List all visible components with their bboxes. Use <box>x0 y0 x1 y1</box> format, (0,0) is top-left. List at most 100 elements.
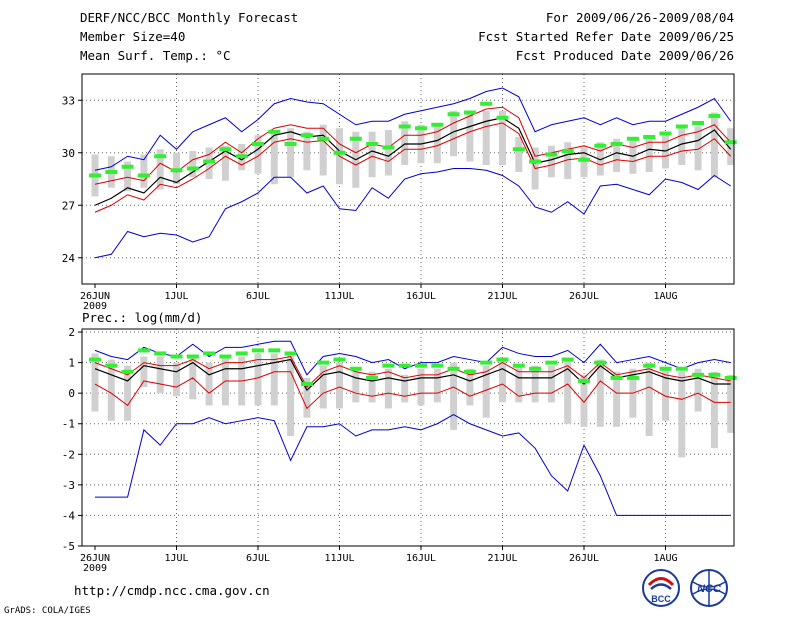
ensemble-box <box>156 356 164 394</box>
ensemble-box <box>547 365 555 403</box>
x-tick-label: 1AUG <box>653 291 677 302</box>
ensemble-box <box>173 362 180 397</box>
x-tick-label: 26JUL <box>569 553 599 564</box>
observed-marker <box>561 357 574 362</box>
x-tick-label: 1AUG <box>653 553 677 564</box>
observed-marker <box>89 173 101 178</box>
refer-date: Fcst Started Refer Date 2009/06/25 <box>478 29 734 44</box>
observed-marker <box>284 351 297 356</box>
ensemble-box <box>547 145 555 178</box>
ensemble-box <box>466 368 474 406</box>
y-tick-label: -3 <box>62 479 75 492</box>
y-tick-label: 27 <box>62 199 75 212</box>
ensemble-box <box>124 161 132 192</box>
observed-marker <box>529 366 542 371</box>
observed-marker <box>366 142 379 146</box>
ensemble-box <box>662 368 669 421</box>
observed-marker <box>333 357 346 362</box>
x-tick-label: 21JUL <box>487 291 517 302</box>
observed-marker <box>512 147 525 152</box>
ensemble-box <box>710 371 718 449</box>
ensemble-box <box>645 135 653 172</box>
series-line-max <box>94 340 731 376</box>
ensemble-box <box>303 131 311 171</box>
series-line-max <box>94 87 732 171</box>
ensemble-box <box>531 365 539 403</box>
precip-panel-title: Prec.: log(mm/d) <box>82 310 202 325</box>
ensemble-box <box>319 124 327 176</box>
y-tick-label: -4 <box>62 509 76 522</box>
y-tick-label: -1 <box>62 418 75 431</box>
ensemble-box <box>694 126 702 171</box>
observed-marker <box>398 363 411 368</box>
chart-title: DERF/NCC/BCC Monthly Forecast <box>80 10 299 25</box>
series-line-mean <box>94 117 732 206</box>
panel-precipitation: -5 -4 -3 -2 -1 0 1 2 26JUN 1JUL 6JUL 11JUL 16JUL 21JU… <box>62 310 737 574</box>
ensemble-box <box>254 135 262 174</box>
ensemble-box <box>466 110 474 162</box>
ensemble-box <box>287 353 295 436</box>
observed-marker <box>692 121 705 125</box>
variable-label: Mean Surf. Temp.: °C <box>80 48 231 63</box>
observed-marker <box>121 164 134 169</box>
observed-marker <box>561 149 574 153</box>
observed-marker <box>480 360 493 365</box>
x-tick-label: 6JUL <box>246 553 270 564</box>
member-size-label: Member Size=40 <box>80 29 186 44</box>
ensemble-box <box>189 151 197 178</box>
ensemble-box <box>319 365 327 409</box>
ensemble-box <box>450 362 458 430</box>
source-url[interactable]: http://cmdp.ncc.cma.gov.cn <box>74 583 270 598</box>
x-tick-label: 11JUL <box>324 553 354 564</box>
ensemble-box <box>254 353 262 406</box>
ensemble-box <box>678 371 686 458</box>
observed-marker <box>105 170 118 174</box>
plot-frame <box>81 73 735 285</box>
series-line-lower <box>94 371 731 410</box>
observed-marker <box>219 147 232 152</box>
x-tick-label: 26JUN <box>80 553 110 564</box>
ensemble-box <box>482 110 490 165</box>
ensemble-box <box>401 374 409 403</box>
ensemble-box <box>287 128 295 178</box>
observed-marker <box>447 366 460 371</box>
observed-marker <box>203 351 216 356</box>
observed-marker <box>708 114 721 118</box>
ensemble-box <box>417 368 425 406</box>
observed-marker <box>708 372 721 377</box>
observed-marker <box>578 157 590 162</box>
x-tick-label: 16JUL <box>406 553 436 564</box>
observed-marker <box>626 375 639 380</box>
x-tick-label: 11JUL <box>324 291 354 302</box>
ensemble-box <box>678 128 686 165</box>
ensemble-box <box>221 145 229 181</box>
y-tick-label: -5 <box>62 540 75 553</box>
x-tick-label: 26JUL <box>569 291 599 302</box>
x-tick-label: 1JUL <box>164 553 188 564</box>
ensemble-box <box>645 362 653 436</box>
observed-marker <box>186 166 199 171</box>
ensemble-box <box>368 371 376 403</box>
observed-marker <box>545 360 558 365</box>
ensemble-box <box>270 131 278 185</box>
observed-marker <box>154 351 167 356</box>
ensemble-box <box>368 131 376 178</box>
ensemble-box <box>91 353 99 412</box>
observed-marker <box>496 357 509 362</box>
y-tick-label: 33 <box>62 94 75 107</box>
ensemble-box <box>596 359 604 427</box>
observed-marker <box>398 124 411 129</box>
ensemble-box <box>140 356 148 388</box>
bcc-logo-text: BCC <box>651 594 671 604</box>
observed-marker <box>317 360 330 365</box>
observed-marker <box>137 348 150 353</box>
ensemble-box <box>352 368 360 403</box>
observed-marker <box>545 152 558 157</box>
panel-temperature: 24 27 30 33 26JUN 1JUL 6JUL 11JUL 16JUL 21JUL 26JU… <box>62 73 737 312</box>
ensemble-box <box>694 368 702 412</box>
ensemble-box <box>515 137 523 172</box>
observed-marker <box>268 129 281 134</box>
series-line-upper <box>94 106 732 185</box>
observed-marker <box>594 360 607 365</box>
